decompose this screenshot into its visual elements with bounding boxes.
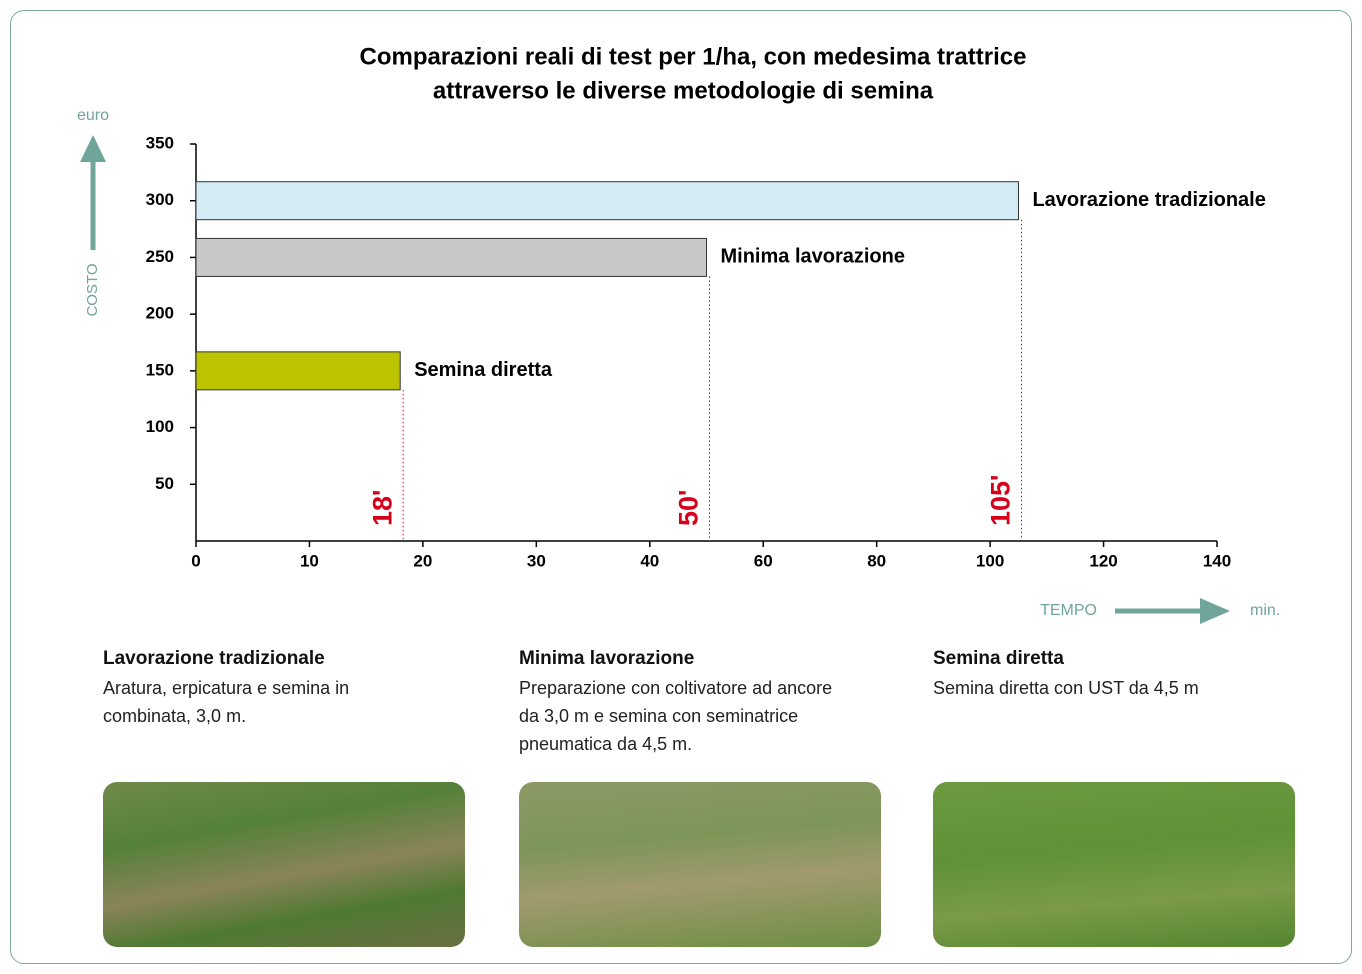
- method: Semina diretta Semina diretta con UST da …: [933, 648, 1273, 702]
- y-axis-label: COSTO: [84, 263, 101, 316]
- method-description: Semina diretta con UST da 4,5 m: [933, 678, 1199, 698]
- x-unit: min.: [1250, 602, 1280, 619]
- x-tick-label: 100: [976, 551, 1004, 570]
- method-description: Preparazione con coltivatore ad ancore d…: [519, 678, 833, 754]
- x-tick-label: 30: [527, 551, 546, 570]
- y-unit: euro: [77, 107, 109, 124]
- y-tick-label: 250: [146, 247, 174, 266]
- value-label: 105': [986, 475, 1016, 526]
- x-tick-label: 120: [1089, 551, 1117, 570]
- y-tick-label: 50: [155, 474, 174, 493]
- x-axis-label: TEMPO: [1040, 602, 1097, 619]
- method-title: Lavorazione tradizionale: [103, 648, 325, 669]
- bar: [195, 181, 1019, 221]
- field-photo: [103, 782, 465, 947]
- value-label: 50': [674, 490, 704, 526]
- method-title: Semina diretta: [933, 648, 1064, 669]
- bar: [195, 237, 707, 277]
- x-arrow-head: [1200, 598, 1230, 624]
- value-label: 18': [367, 490, 397, 526]
- method: Lavorazione tradizionale Aratura, erpicat…: [103, 648, 443, 730]
- x-tick-label: 60: [754, 551, 773, 570]
- y-tick-label: 350: [146, 133, 174, 152]
- card-frame: [10, 10, 1352, 964]
- method-title: Minima lavorazione: [519, 648, 695, 669]
- bar: [195, 351, 401, 391]
- chart: Comparazioni reali di test per 1/ha, con…: [77, 43, 1280, 624]
- x-tick-label: 80: [867, 551, 886, 570]
- bar-label: Minima lavorazione: [721, 246, 906, 268]
- y-tick-label: 300: [146, 190, 174, 209]
- field-photo: [519, 782, 881, 947]
- x-tick-label: 10: [300, 551, 319, 570]
- bar-label: Lavorazione tradizionale: [1032, 189, 1265, 211]
- y-tick-label: 150: [146, 360, 174, 379]
- x-tick-label: 140: [1203, 551, 1231, 570]
- chart-subtitle: attraverso le diverse metodologie di sem…: [433, 77, 934, 104]
- field-photo: [933, 782, 1295, 947]
- method-description: Aratura, erpicatura e semina in combinat…: [103, 678, 350, 726]
- method: Minima lavorazione Preparazione con colti…: [519, 648, 859, 758]
- y-arrow-head: [80, 135, 106, 162]
- x-tick-label: 0: [191, 551, 200, 570]
- x-tick-label: 20: [413, 551, 432, 570]
- bar-label: Semina diretta: [414, 359, 553, 381]
- x-tick-label: 40: [640, 551, 659, 570]
- chart-title: Comparazioni reali di test per 1/ha, con…: [360, 43, 1027, 70]
- y-tick-label: 200: [146, 304, 174, 323]
- y-tick-label: 100: [146, 417, 174, 436]
